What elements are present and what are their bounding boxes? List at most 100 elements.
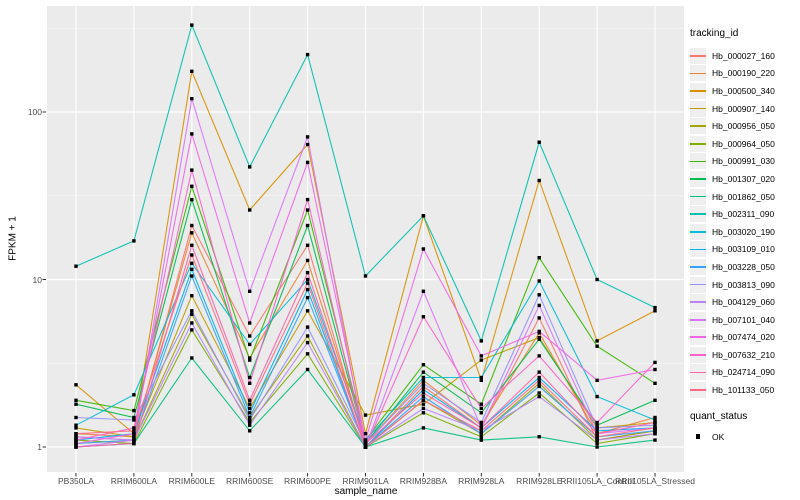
legend-item-label: Hb_007632_210	[712, 349, 775, 360]
legend-line-icon	[690, 142, 706, 145]
x-tick-label: RRIM928LA	[458, 476, 505, 486]
legend-line-icon	[690, 336, 706, 339]
legend-item-label: Hb_003109_010	[712, 244, 775, 255]
legend-item: Hb_007474_020	[690, 329, 800, 347]
legend-item-label: Hb_000907_140	[712, 103, 775, 114]
y-tick-label: 10	[32, 274, 42, 285]
quant-legend-title: quant_status	[690, 410, 748, 422]
legend-item-label: Hb_000956_050	[712, 121, 775, 132]
legend-item: Hb_000027_160	[690, 47, 800, 65]
legend-key-swatch	[690, 258, 706, 275]
x-tick-label: RRIM600PE	[283, 476, 332, 486]
legend-item: Hb_001307_020	[690, 170, 800, 188]
legend-title: tracking_id	[690, 28, 739, 39]
legend-line-icon	[690, 125, 706, 128]
legend-line-icon	[690, 283, 706, 286]
legend-key-swatch	[690, 276, 706, 293]
legend-item: Hb_000964_050	[690, 135, 800, 153]
legend-item-label: Hb_004129_060	[712, 297, 775, 308]
ok-point-markers	[74, 23, 657, 449]
quant-item-label: OK	[712, 431, 725, 442]
legend-item: Hb_003020_190	[690, 223, 800, 241]
legend-item-label: Hb_000190_220	[712, 68, 775, 79]
y-tick-label: 100	[27, 107, 42, 117]
legend-item: Hb_024714_090	[690, 364, 800, 382]
x-tick-label: RRIM600LA	[110, 476, 158, 486]
x-tick-label: RRIM928BA	[399, 476, 448, 486]
legend-item-label: Hb_002311_090	[712, 209, 775, 220]
legend-key-swatch	[690, 311, 706, 328]
legend-line-icon	[690, 318, 706, 321]
legend-item: Hb_101133_050	[690, 381, 800, 399]
legend-key-swatch	[690, 135, 706, 152]
y-tick-label: 1	[37, 442, 42, 452]
legend: tracking_id Hb_000027_160 Hb_000190_220 Hb…	[690, 28, 800, 445]
x-tick-label: RRIM600LE	[168, 476, 215, 486]
legend-item: Hb_000991_030	[690, 153, 800, 171]
quant-legend-item: OK	[690, 428, 800, 446]
legend-key-swatch	[690, 294, 706, 311]
x-tick-label: RRIM901LA	[342, 476, 389, 486]
x-tick-label: PB350LA	[57, 476, 94, 486]
legend-line-icon	[690, 389, 706, 391]
legend-line-icon	[690, 213, 706, 216]
quant-legend-items: OK	[690, 428, 800, 446]
legend-line-icon	[690, 72, 706, 75]
legend-item-label: Hb_003813_090	[712, 279, 775, 290]
legend-item: Hb_003813_090	[690, 276, 800, 294]
legend-item: Hb_000190_220	[690, 65, 800, 83]
legend-item: Hb_000500_340	[690, 82, 800, 100]
legend-item-label: Hb_003228_050	[712, 261, 775, 272]
legend-key-swatch	[690, 382, 706, 399]
legend-key-swatch	[690, 153, 706, 170]
legend-item-label: Hb_001862_050	[712, 191, 775, 202]
legend-item-label: Hb_024714_090	[712, 367, 775, 378]
legend-item-label: Hb_000500_340	[712, 85, 775, 96]
legend-key-swatch	[690, 346, 706, 363]
x-tick-label: RRII105LA_Control	[560, 476, 634, 486]
legend-item-label: Hb_000027_160	[712, 50, 775, 61]
legend-line-icon	[690, 248, 706, 251]
legend-item: Hb_000907_140	[690, 100, 800, 118]
legend-key-swatch	[690, 170, 706, 187]
legend-item-label: Hb_000964_050	[712, 138, 775, 149]
legend-key-swatch	[690, 329, 706, 346]
legend-item: Hb_000956_050	[690, 117, 800, 135]
legend-item: Hb_003109_010	[690, 241, 800, 259]
legend-item: Hb_001862_050	[690, 188, 800, 206]
legend-line-icon	[690, 160, 706, 163]
x-tick-label: RRII105LA_Stressed	[615, 476, 695, 486]
y-axis-title: FPKM + 1	[7, 216, 19, 261]
legend-line-icon	[690, 54, 706, 57]
legend-item-label: Hb_000991_030	[712, 156, 775, 167]
legend-key-swatch	[690, 65, 706, 82]
x-axis-title: sample_name	[334, 486, 398, 497]
legend-item: Hb_007101_040	[690, 311, 800, 329]
legend-item-label: Hb_101133_050	[712, 385, 775, 396]
quant-key-swatch	[690, 429, 706, 445]
legend-key-swatch	[690, 188, 706, 205]
legend-key-swatch	[690, 82, 706, 99]
major-gridlines	[47, 6, 684, 472]
legend-item-label: Hb_007474_020	[712, 332, 775, 343]
legend-key-swatch	[690, 364, 706, 381]
legend-item: Hb_002311_090	[690, 205, 800, 223]
legend-key-swatch	[690, 241, 706, 258]
legend-line-icon	[690, 90, 706, 92]
legend-item-label: Hb_001307_020	[712, 173, 775, 184]
legend-item: Hb_007632_210	[690, 346, 800, 364]
legend-item-label: Hb_003020_190	[712, 226, 775, 237]
legend-line-icon	[690, 266, 706, 268]
x-tick-label: RRIM600SE	[226, 476, 274, 486]
legend-line-icon	[690, 301, 706, 303]
legend-items: Hb_000027_160 Hb_000190_220 Hb_000500_340 H…	[690, 47, 800, 399]
legend-key-swatch	[690, 206, 706, 223]
legend-key-swatch	[690, 100, 706, 117]
legend-item: Hb_003228_050	[690, 258, 800, 276]
legend-line-icon	[690, 195, 706, 198]
legend-key-swatch	[690, 118, 706, 135]
legend-key-swatch	[690, 47, 706, 64]
x-tick-label: RRIM928LE	[516, 476, 563, 486]
